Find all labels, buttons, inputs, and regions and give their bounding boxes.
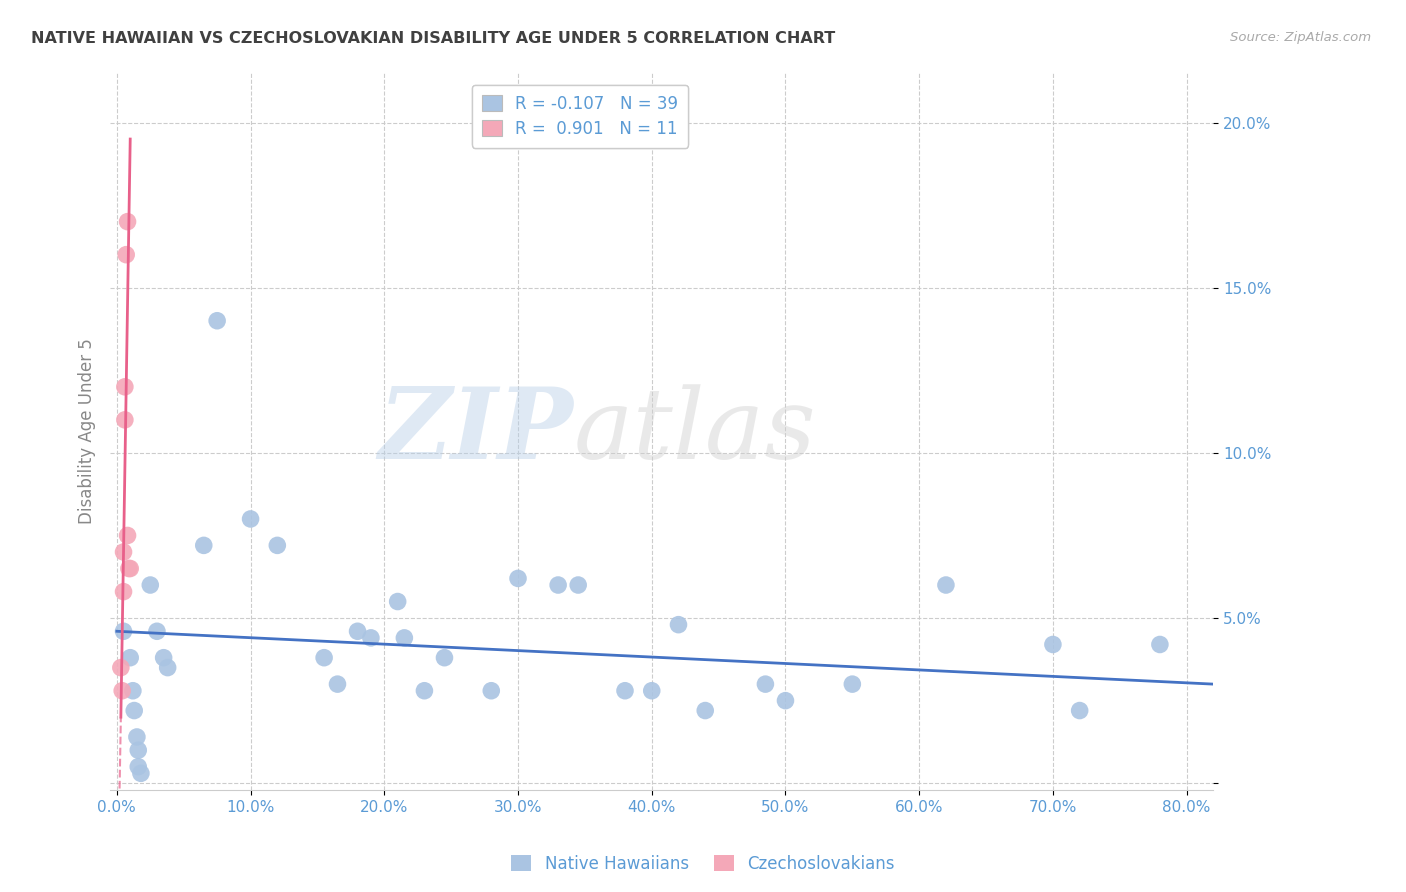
Point xyxy=(387,594,409,608)
Point xyxy=(122,704,145,718)
Text: NATIVE HAWAIIAN VS CZECHOSLOVAKIAN DISABILITY AGE UNDER 5 CORRELATION CHART: NATIVE HAWAIIAN VS CZECHOSLOVAKIAN DISAB… xyxy=(31,31,835,46)
Point xyxy=(346,624,368,639)
Point xyxy=(152,650,174,665)
Point xyxy=(239,512,262,526)
Point xyxy=(695,704,717,718)
Legend: Native Hawaiians, Czechoslovakians: Native Hawaiians, Czechoslovakians xyxy=(505,848,901,880)
Point xyxy=(413,683,436,698)
Point xyxy=(394,631,416,645)
Point xyxy=(156,660,179,674)
Point xyxy=(129,766,152,780)
Point xyxy=(205,314,228,328)
Point xyxy=(114,413,136,427)
Point xyxy=(117,528,139,542)
Point xyxy=(479,683,502,698)
Point xyxy=(433,650,456,665)
Legend: R = -0.107   N = 39, R =  0.901   N = 11: R = -0.107 N = 39, R = 0.901 N = 11 xyxy=(471,85,688,147)
Point xyxy=(314,650,336,665)
Point xyxy=(139,578,162,592)
Point xyxy=(1042,638,1064,652)
Point xyxy=(110,660,132,674)
Text: atlas: atlas xyxy=(574,384,817,479)
Point xyxy=(146,624,169,639)
Point xyxy=(112,624,135,639)
Point xyxy=(1069,704,1091,718)
Point xyxy=(775,693,797,707)
Point xyxy=(841,677,863,691)
Point xyxy=(111,683,134,698)
Point xyxy=(115,248,138,262)
Point xyxy=(754,677,776,691)
Point xyxy=(193,538,215,552)
Point xyxy=(547,578,569,592)
Point xyxy=(641,683,664,698)
Point xyxy=(125,730,148,744)
Point xyxy=(326,677,349,691)
Point xyxy=(120,561,142,575)
Point xyxy=(112,545,135,559)
Point xyxy=(668,617,690,632)
Point xyxy=(614,683,637,698)
Point xyxy=(935,578,957,592)
Point xyxy=(122,683,145,698)
Point xyxy=(127,743,149,757)
Point xyxy=(114,380,136,394)
Point xyxy=(567,578,589,592)
Point xyxy=(117,214,139,228)
Point xyxy=(127,760,149,774)
Point xyxy=(1149,638,1171,652)
Point xyxy=(360,631,382,645)
Point xyxy=(120,650,142,665)
Y-axis label: Disability Age Under 5: Disability Age Under 5 xyxy=(79,338,96,524)
Point xyxy=(112,584,135,599)
Point xyxy=(266,538,288,552)
Text: ZIP: ZIP xyxy=(378,384,574,480)
Point xyxy=(118,561,141,575)
Text: Source: ZipAtlas.com: Source: ZipAtlas.com xyxy=(1230,31,1371,45)
Point xyxy=(506,571,529,585)
